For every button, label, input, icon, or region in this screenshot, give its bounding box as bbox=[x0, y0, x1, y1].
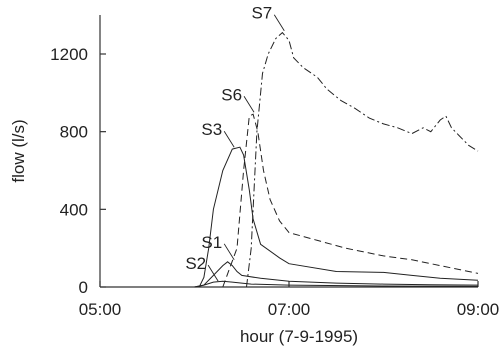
series-label-s2: S2 bbox=[185, 254, 206, 273]
series-label-leader bbox=[273, 14, 285, 31]
x-axis-label: hour (7-9-1995) bbox=[240, 327, 358, 346]
series-label-leader bbox=[223, 130, 235, 148]
series-labels: S1 S2 S3 S6 S7 bbox=[185, 4, 285, 282]
x-ticks: 05:00 07:00 09:00 bbox=[79, 281, 500, 319]
series-line-s7 bbox=[246, 31, 479, 288]
series-label-s1: S1 bbox=[201, 233, 222, 252]
y-axis-label: flow (l/s) bbox=[9, 119, 28, 182]
series-label-leader bbox=[207, 264, 219, 282]
y-ticks: 0 400 800 1200 bbox=[50, 45, 106, 297]
series-label-s7: S7 bbox=[251, 4, 272, 23]
x-tick-label: 05:00 bbox=[79, 300, 122, 319]
series-line-s1 bbox=[194, 261, 479, 288]
x-tick-label: 07:00 bbox=[268, 300, 311, 319]
axes bbox=[99, 15, 478, 288]
series-lines bbox=[194, 31, 479, 288]
y-tick-label: 0 bbox=[79, 278, 88, 297]
y-tick-label: 1200 bbox=[50, 45, 88, 64]
y-tick-label: 400 bbox=[60, 200, 88, 219]
series-label-s6: S6 bbox=[221, 85, 242, 104]
series-label-leader bbox=[223, 243, 235, 261]
series-line-s2 bbox=[194, 280, 479, 288]
y-tick-label: 800 bbox=[60, 123, 88, 142]
series-line-s6 bbox=[222, 113, 479, 288]
series-label-leader bbox=[243, 96, 255, 113]
x-tick-label: 09:00 bbox=[457, 300, 500, 319]
series-line-s3 bbox=[198, 146, 479, 288]
series-label-s3: S3 bbox=[201, 120, 222, 139]
